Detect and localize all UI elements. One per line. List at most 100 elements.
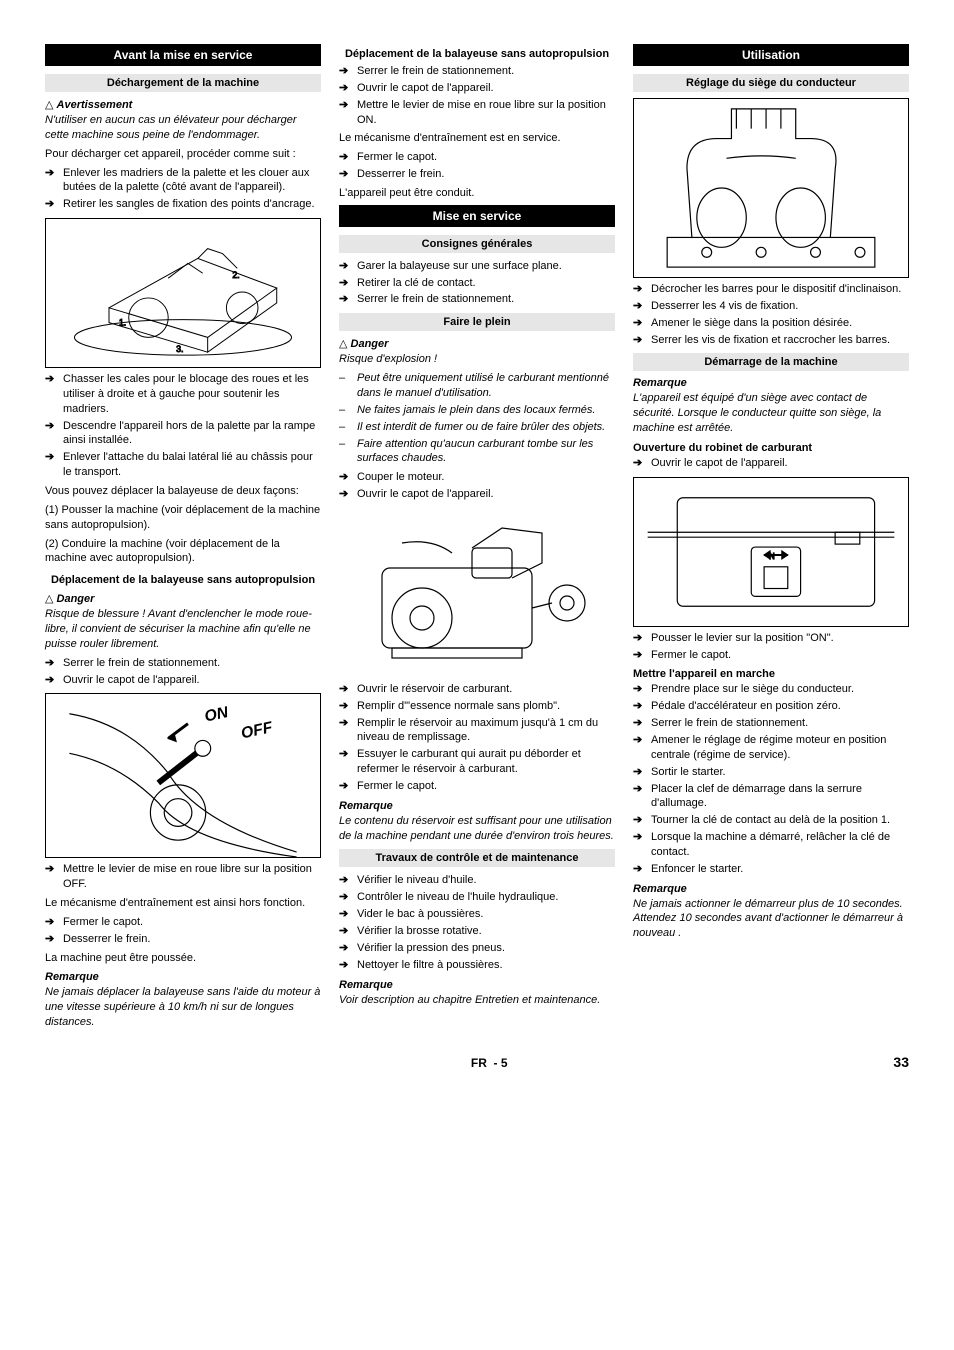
- step-item: Amener le siège dans la position désirée…: [633, 316, 909, 331]
- step-item: Contrôler le niveau de l'huile hydrauliq…: [339, 890, 615, 905]
- svg-text:3.: 3.: [176, 344, 183, 354]
- step-item: Retirer la clé de contact.: [339, 276, 615, 291]
- step-list: Prendre place sur le siège du conducteur…: [633, 682, 909, 876]
- body-text: Vous pouvez déplacer la balayeuse de deu…: [45, 484, 321, 499]
- illustration-fuel-valve: N: [633, 477, 909, 627]
- step-item: Lorsque la machine a démarré, relâcher l…: [633, 830, 909, 860]
- column-right: Utilisation Réglage du siège du conducte…: [633, 40, 909, 1034]
- step-item: Essuyer le carburant qui aurait pu débor…: [339, 747, 615, 777]
- dash-item: Peut être uniquement utilisé le carburan…: [339, 371, 615, 401]
- footer-lang: FR: [471, 1056, 487, 1070]
- section-header: Mise en service: [339, 205, 615, 227]
- remark-label: Remarque: [633, 377, 909, 389]
- sub-heading: Mettre l'appareil en marche: [633, 668, 909, 680]
- remark-text: L'appareil est équipé d'un siège avec co…: [633, 391, 909, 436]
- svg-text:N: N: [769, 552, 775, 561]
- step-item: Tourner la clé de contact au delà de la …: [633, 813, 909, 828]
- step-item: Vérifier la pression des pneus.: [339, 941, 615, 956]
- body-text: (1) Pousser la machine (voir déplacement…: [45, 503, 321, 533]
- body-text: La machine peut être poussée.: [45, 951, 321, 966]
- page-footer: FR - 5 33: [45, 1054, 909, 1070]
- remark-label: Remarque: [633, 883, 909, 895]
- dash-list: Peut être uniquement utilisé le carburan…: [339, 371, 615, 466]
- step-item: Vérifier le niveau d'huile.: [339, 873, 615, 888]
- remark-text: Voir description au chapitre Entretien e…: [339, 993, 615, 1008]
- step-item: Amener le réglage de régime moteur en po…: [633, 733, 909, 763]
- step-item: Pédale d'accélérateur en position zéro.: [633, 699, 909, 714]
- warning-text: N'utiliser en aucun cas un élévateur pou…: [45, 113, 321, 143]
- step-item: Serrer le frein de stationnement.: [339, 64, 615, 79]
- step-list: Mettre le levier de mise en roue libre s…: [45, 862, 321, 892]
- subsection-header: Déplacement de la balayeuse sans autopro…: [339, 48, 615, 60]
- step-list: Chasser les cales pour le blocage des ro…: [45, 372, 321, 480]
- column-center: Déplacement de la balayeuse sans autopro…: [339, 40, 615, 1034]
- step-list: Pousser le levier sur la position "ON". …: [633, 631, 909, 663]
- step-item: Placer la clef de démarrage dans la serr…: [633, 782, 909, 812]
- step-item: Serrer le frein de stationnement.: [45, 656, 321, 671]
- subsection-header: Déplacement de la balayeuse sans autopro…: [45, 574, 321, 586]
- remark-text: Ne jamais actionner le démarreur plus de…: [633, 897, 909, 942]
- step-item: Couper le moteur.: [339, 470, 615, 485]
- subsection-header: Consignes générales: [339, 235, 615, 253]
- danger-text: Risque d'explosion !: [339, 352, 615, 367]
- body-text: Pour décharger cet appareil, procéder co…: [45, 147, 321, 162]
- step-list: Ouvrir le capot de l'appareil.: [633, 456, 909, 471]
- step-item: Fermer le capot.: [633, 648, 909, 663]
- subsection-header: Démarrage de la machine: [633, 353, 909, 371]
- body-text: L'appareil peut être conduit.: [339, 186, 615, 201]
- step-item: Mettre le levier de mise en roue libre s…: [339, 98, 615, 128]
- step-item: Ouvrir le capot de l'appareil.: [633, 456, 909, 471]
- step-item: Ouvrir le capot de l'appareil.: [339, 487, 615, 502]
- step-item: Ouvrir le capot de l'appareil.: [339, 81, 615, 96]
- step-item: Fermer le capot.: [339, 150, 615, 165]
- step-item: Remplir le réservoir au maximum jusqu'à …: [339, 716, 615, 746]
- step-item: Pousser le levier sur la position "ON".: [633, 631, 909, 646]
- step-item: Descendre l'appareil hors de la palette …: [45, 419, 321, 449]
- footer-page-abs: 33: [893, 1054, 909, 1070]
- step-list: Serrer le frein de stationnement. Ouvrir…: [339, 64, 615, 127]
- step-item: Fermer le capot.: [45, 915, 321, 930]
- step-list: Couper le moteur. Ouvrir le capot de l'a…: [339, 470, 615, 502]
- step-item: Serrer le frein de stationnement.: [633, 716, 909, 731]
- step-list: Ouvrir le réservoir de carburant. Rempli…: [339, 682, 615, 794]
- step-item: Ouvrir le réservoir de carburant.: [339, 682, 615, 697]
- step-item: Desserrer les 4 vis de fixation.: [633, 299, 909, 314]
- body-text: (2) Conduire la machine (voir déplacemen…: [45, 537, 321, 567]
- illustration-engine: [339, 508, 615, 678]
- step-list: Garer la balayeuse sur une surface plane…: [339, 259, 615, 308]
- step-item: Enfoncer le starter.: [633, 862, 909, 877]
- svg-text:2.: 2.: [232, 270, 239, 280]
- column-left: Avant la mise en service Déchargement de…: [45, 40, 321, 1034]
- step-item: Vider le bac à poussières.: [339, 907, 615, 922]
- remark-text: Le contenu du réservoir est suffisant po…: [339, 814, 615, 844]
- step-item: Garer la balayeuse sur une surface plane…: [339, 259, 615, 274]
- step-item: Serrer les vis de fixation et raccrocher…: [633, 333, 909, 348]
- step-item: Serrer le frein de stationnement.: [339, 292, 615, 307]
- step-item: Fermer le capot.: [339, 779, 615, 794]
- sub-heading: Ouverture du robinet de carburant: [633, 442, 909, 454]
- step-item: Sortir le starter.: [633, 765, 909, 780]
- remark-label: Remarque: [339, 800, 615, 812]
- subsection-header: Déchargement de la machine: [45, 74, 321, 92]
- subsection-header: Travaux de contrôle et de maintenance: [339, 849, 615, 867]
- step-list: Vérifier le niveau d'huile. Contrôler le…: [339, 873, 615, 972]
- step-item: Retirer les sangles de fixation des poin…: [45, 197, 321, 212]
- step-item: Enlever l'attache du balai latéral lié a…: [45, 450, 321, 480]
- illustration-seat: [633, 98, 909, 278]
- step-item: Desserrer le frein.: [45, 932, 321, 947]
- step-list: Fermer le capot. Desserrer le frein.: [45, 915, 321, 947]
- illustration-pallet: 1. 2. 3.: [45, 218, 321, 368]
- step-item: Remplir d'"essence normale sans plomb".: [339, 699, 615, 714]
- danger-text: Risque de blessure ! Avant d'enclencher …: [45, 607, 321, 652]
- step-item: Nettoyer le filtre à poussières.: [339, 958, 615, 973]
- step-list: Serrer le frein de stationnement. Ouvrir…: [45, 656, 321, 688]
- step-list: Fermer le capot. Desserrer le frein.: [339, 150, 615, 182]
- section-header: Utilisation: [633, 44, 909, 66]
- step-item: Prendre place sur le siège du conducteur…: [633, 682, 909, 697]
- danger-label: Danger: [45, 592, 321, 605]
- svg-text:ON: ON: [203, 704, 230, 726]
- step-item: Enlever les madriers de la palette et le…: [45, 166, 321, 196]
- subsection-header: Réglage du siège du conducteur: [633, 74, 909, 92]
- dash-item: Il est interdit de fumer ou de faire brû…: [339, 420, 615, 435]
- body-text: Le mécanisme d'entraînement est en servi…: [339, 131, 615, 146]
